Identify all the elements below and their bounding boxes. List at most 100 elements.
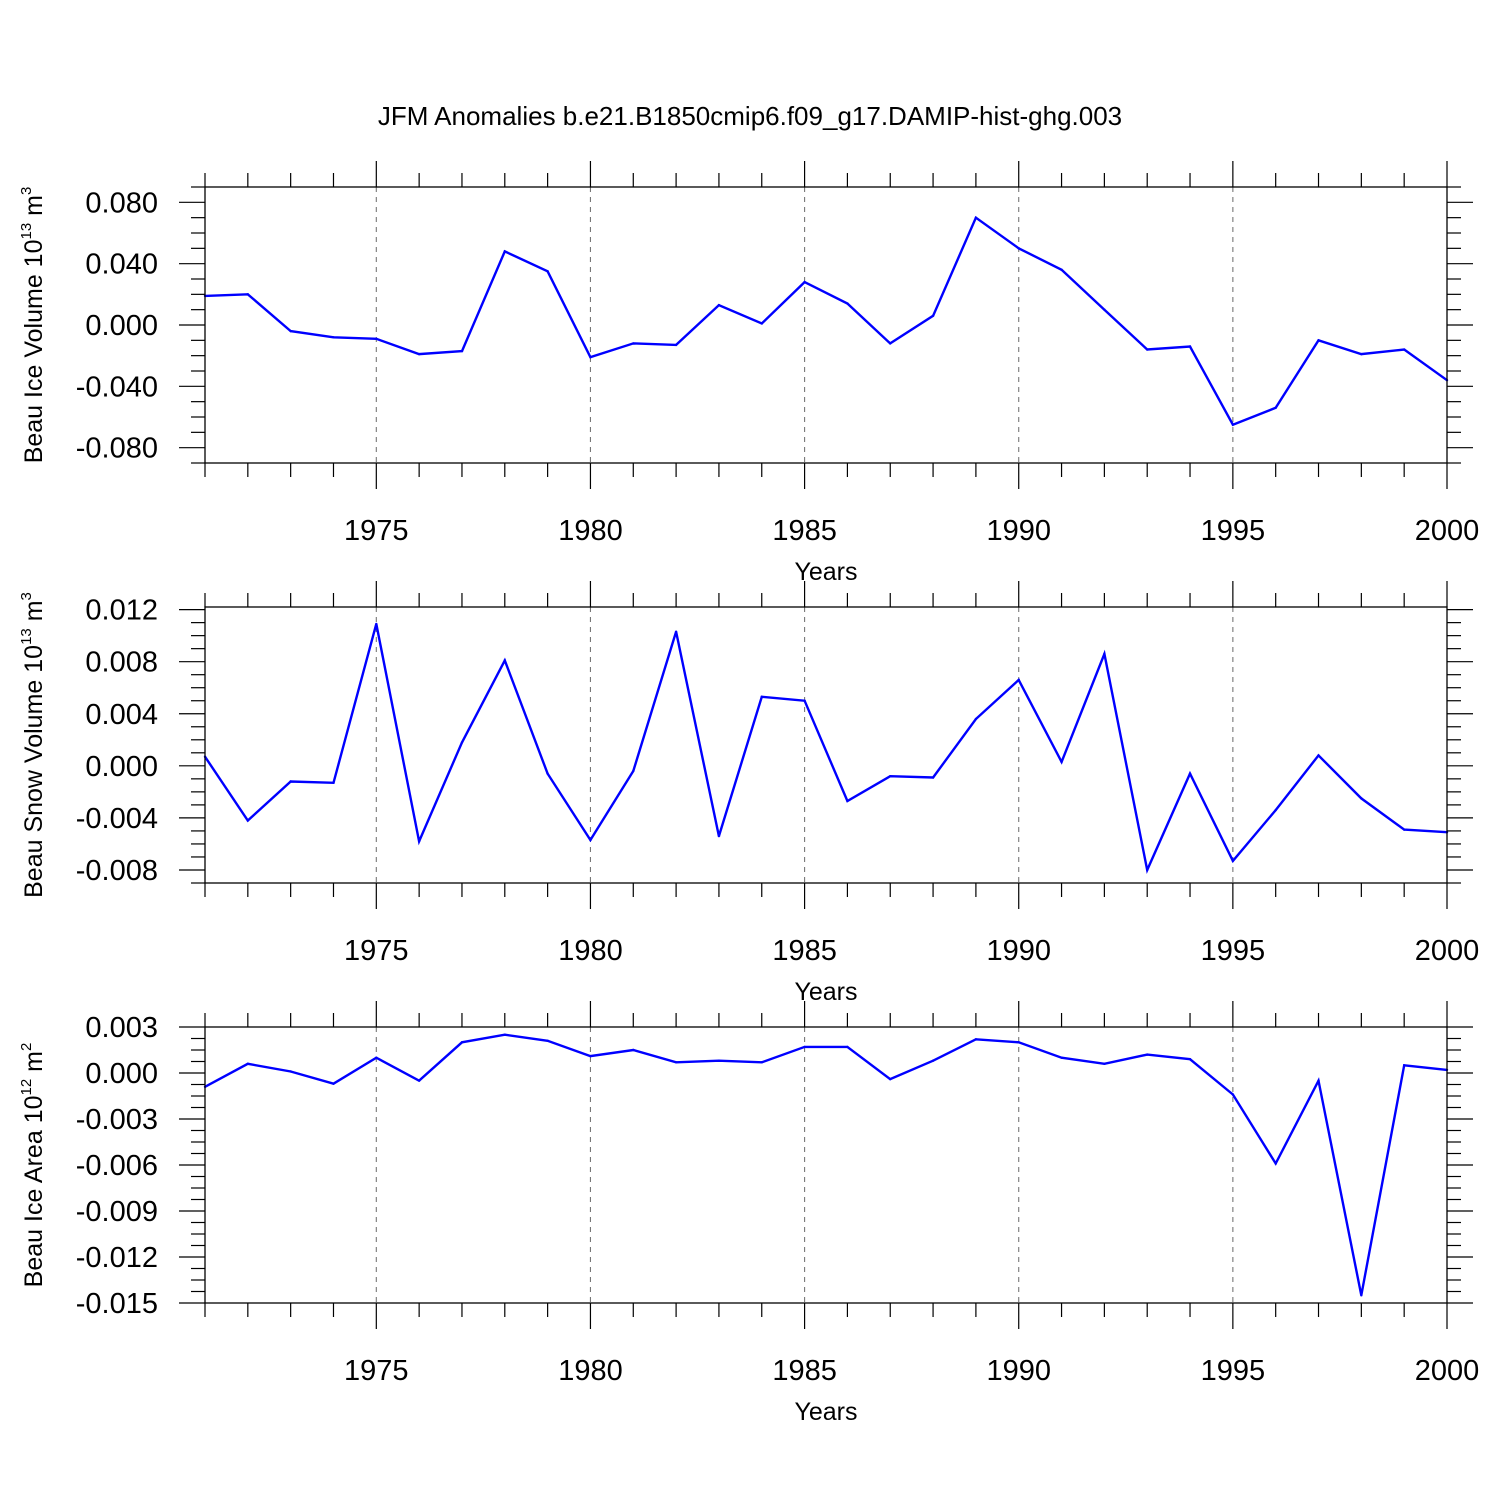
- data-line: [204, 623, 1448, 874]
- data-point: [632, 342, 635, 345]
- y-tick-label: 0.012: [85, 595, 158, 627]
- data-point: [974, 717, 978, 721]
- y-tick-label: -0.004: [76, 803, 158, 835]
- data-point: [1274, 1162, 1277, 1165]
- x-axis-title: Years: [794, 558, 857, 586]
- data-point: [889, 1077, 892, 1081]
- data-point: [546, 270, 549, 273]
- data-point: [889, 342, 892, 345]
- data-point: [1060, 760, 1063, 764]
- data-point: [332, 1082, 335, 1085]
- data-point: [889, 775, 892, 778]
- x-tick-label: 1995: [1201, 515, 1266, 547]
- data-point: [1188, 345, 1192, 348]
- data-point: [503, 1033, 506, 1036]
- data-point: [589, 838, 592, 842]
- x-tick-label: 2000: [1415, 515, 1480, 547]
- y-axis-title-unit: m: [20, 1051, 48, 1079]
- data-point: [246, 293, 250, 296]
- y-axis-title: Beau Ice Area 1012 m2: [18, 1043, 48, 1288]
- panel-1: 0.080 0.040 0.000 -0.040 -0.080 1975 1980 1985 1…: [18, 161, 1479, 586]
- data-line: [204, 1033, 1448, 1296]
- y-axis-title-unit-exponent: 3: [18, 592, 35, 600]
- x-tick-label: 1980: [558, 935, 623, 967]
- data-point: [760, 695, 763, 699]
- data-point: [674, 630, 678, 633]
- plot-frame: [204, 606, 1448, 884]
- y-axis-title-text: Beau Ice Volume 10: [20, 240, 48, 464]
- data-point: [546, 1039, 549, 1043]
- data-point: [246, 819, 250, 822]
- y-tick-label: -0.080: [76, 433, 158, 465]
- y-tick-label: -0.015: [76, 1288, 158, 1320]
- x-tick-label: 1995: [1201, 1355, 1266, 1387]
- data-point: [1017, 678, 1020, 682]
- data-point: [931, 776, 935, 779]
- panel-2: 0.012 0.008 0.004 0.000 -0.004 -0.008 1975 1980…: [18, 581, 1479, 1006]
- data-point: [417, 840, 421, 843]
- y-tick-label: -0.006: [76, 1150, 158, 1182]
- data-point: [717, 1059, 721, 1062]
- data-point: [717, 303, 721, 307]
- data-point: [289, 1070, 292, 1073]
- y-tick-label: 0.003: [85, 1012, 158, 1044]
- data-point: [417, 352, 421, 356]
- y-axis-title-unit-exponent: 2: [18, 1043, 35, 1051]
- data-point: [589, 356, 592, 359]
- y-axis-title-exponent: 13: [18, 223, 35, 240]
- data-point: [1360, 797, 1363, 800]
- data-point: [1146, 868, 1149, 872]
- x-axis-title: Years: [794, 1398, 857, 1426]
- data-point: [1060, 268, 1063, 271]
- y-axis-title-unit: m: [20, 195, 48, 223]
- data-point: [1402, 1064, 1406, 1067]
- data-point: [1274, 808, 1277, 812]
- data-point: [632, 769, 635, 773]
- data-point: [1317, 754, 1320, 757]
- data-point: [1360, 352, 1363, 356]
- y-tick-label: -0.009: [76, 1196, 158, 1228]
- data-point: [974, 1038, 978, 1041]
- data-point: [1188, 1058, 1192, 1061]
- data-point: [846, 799, 849, 803]
- data-point: [460, 741, 464, 744]
- y-tick-label: -0.008: [76, 855, 158, 887]
- data-point: [803, 1045, 806, 1049]
- x-tick-label: 1990: [986, 935, 1051, 967]
- data-point: [1231, 859, 1235, 863]
- data-point: [974, 216, 978, 219]
- data-point: [1146, 1053, 1149, 1056]
- data-point: [503, 250, 506, 253]
- data-point: [375, 337, 378, 340]
- y-axis-title-unit-exponent: 3: [18, 187, 35, 195]
- data-point: [417, 1079, 421, 1082]
- x-tick-label: 1990: [986, 1355, 1051, 1387]
- data-point: [589, 1054, 592, 1058]
- chart-title: JFM Anomalies b.e21.B1850cmip6.f09_g17.D…: [378, 101, 1122, 131]
- data-point: [332, 781, 335, 784]
- x-tick-label: 1990: [986, 515, 1051, 547]
- y-axis-title-unit: m: [20, 600, 48, 628]
- data-point: [760, 1061, 763, 1064]
- data-point: [931, 314, 935, 317]
- y-axis-title: Beau Ice Volume 1013 m3: [18, 187, 48, 464]
- y-tick-label: -0.003: [76, 1104, 158, 1136]
- y-axis-title-exponent: 12: [18, 1079, 35, 1096]
- y-tick-label: 0.008: [85, 647, 158, 679]
- data-point: [289, 780, 292, 783]
- data-line: [204, 215, 1448, 427]
- data-point: [246, 1062, 250, 1066]
- x-tick-label: 1985: [772, 515, 837, 547]
- y-tick-label: 0.000: [85, 1058, 158, 1090]
- y-tick-label: 0.000: [85, 310, 158, 342]
- data-point: [1231, 423, 1235, 426]
- y-axis-title-text: Beau Snow Volume 10: [20, 645, 48, 898]
- data-point: [1317, 339, 1320, 342]
- plot-frame: [204, 1026, 1448, 1304]
- data-point: [1317, 1079, 1320, 1082]
- data-point: [375, 622, 378, 626]
- data-point: [1402, 828, 1406, 831]
- x-tick-label: 1975: [344, 935, 409, 967]
